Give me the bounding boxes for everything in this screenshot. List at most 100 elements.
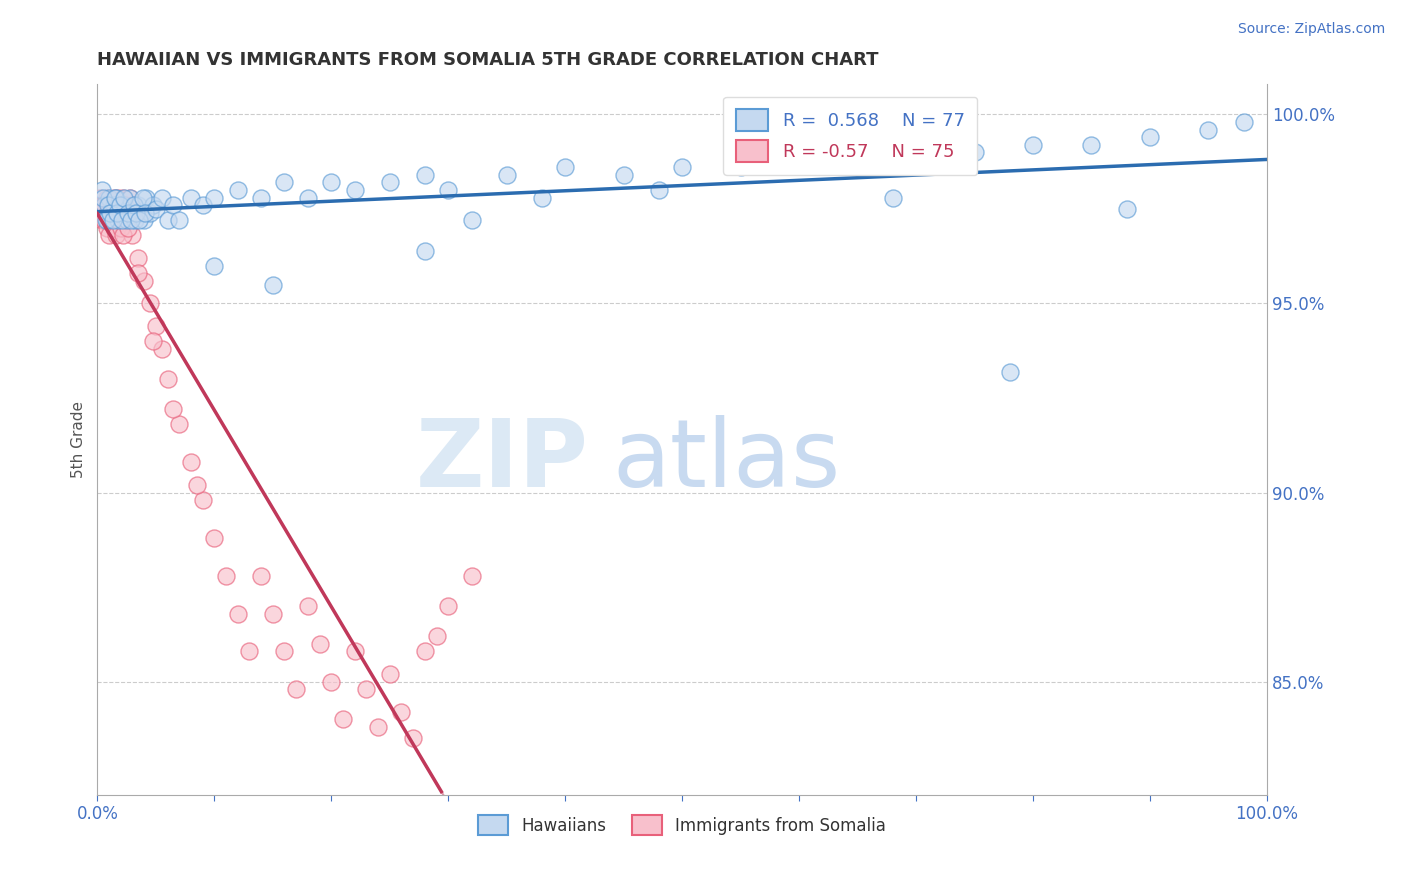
Point <box>93 198 115 212</box>
Point <box>202 259 225 273</box>
Point <box>285 682 308 697</box>
Point <box>93 213 115 227</box>
Point <box>103 220 125 235</box>
Y-axis label: 5th Grade: 5th Grade <box>72 401 86 478</box>
Point <box>132 190 155 204</box>
Point <box>356 682 378 697</box>
Point <box>103 190 125 204</box>
Point <box>1197 122 1219 136</box>
Point <box>107 198 129 212</box>
Point <box>905 145 928 160</box>
Point <box>122 198 145 212</box>
Point <box>1232 115 1254 129</box>
Point <box>191 198 214 212</box>
Point <box>101 213 124 227</box>
Point <box>110 205 132 219</box>
Point <box>105 213 128 227</box>
Point <box>100 213 122 227</box>
Point <box>437 183 460 197</box>
Point <box>162 198 184 212</box>
Point <box>139 205 162 219</box>
Point <box>308 637 330 651</box>
Point <box>112 213 135 227</box>
Point <box>117 205 139 219</box>
Point <box>124 213 146 227</box>
Point <box>89 205 111 219</box>
Point <box>120 213 142 227</box>
Point <box>156 372 179 386</box>
Point <box>332 713 354 727</box>
Point <box>121 228 143 243</box>
Point <box>111 213 134 227</box>
Point <box>297 599 319 613</box>
Point <box>91 190 114 204</box>
Point <box>112 198 135 212</box>
Point <box>413 644 436 658</box>
Point <box>250 190 273 204</box>
Point <box>321 674 343 689</box>
Point <box>238 644 260 658</box>
Point <box>460 213 482 227</box>
Point <box>114 198 136 212</box>
Point <box>882 190 904 204</box>
Point <box>93 205 115 219</box>
Point <box>100 205 122 219</box>
Point <box>104 190 127 204</box>
Legend: R =  0.568    N = 77, R = -0.57    N = 75: R = 0.568 N = 77, R = -0.57 N = 75 <box>723 96 977 175</box>
Point <box>112 190 135 204</box>
Point <box>425 629 447 643</box>
Point <box>262 277 284 292</box>
Point <box>180 190 202 204</box>
Point <box>671 161 693 175</box>
Point <box>114 213 136 227</box>
Point <box>107 190 129 204</box>
Point <box>96 190 118 204</box>
Point <box>167 417 190 432</box>
Point <box>127 266 149 280</box>
Point <box>121 205 143 219</box>
Point <box>963 145 986 160</box>
Point <box>98 228 121 243</box>
Point <box>134 205 156 219</box>
Point <box>100 205 122 219</box>
Point <box>150 190 173 204</box>
Text: atlas: atlas <box>612 415 841 507</box>
Point <box>460 568 482 582</box>
Point <box>226 183 249 197</box>
Point <box>100 198 122 212</box>
Point <box>215 568 238 582</box>
Point <box>495 168 517 182</box>
Point <box>135 190 157 204</box>
Point <box>107 213 129 227</box>
Point <box>787 153 810 167</box>
Point <box>120 190 142 204</box>
Point <box>191 493 214 508</box>
Point <box>554 161 576 175</box>
Text: HAWAIIAN VS IMMIGRANTS FROM SOMALIA 5TH GRADE CORRELATION CHART: HAWAIIAN VS IMMIGRANTS FROM SOMALIA 5TH … <box>97 51 879 69</box>
Point <box>91 198 114 212</box>
Point <box>297 190 319 204</box>
Point <box>226 607 249 621</box>
Point <box>110 205 132 219</box>
Point <box>250 568 273 582</box>
Point <box>115 213 138 227</box>
Point <box>180 455 202 469</box>
Point <box>162 402 184 417</box>
Point <box>97 198 120 212</box>
Point <box>262 607 284 621</box>
Point <box>121 198 143 212</box>
Point <box>1022 137 1045 152</box>
Point <box>110 220 132 235</box>
Point <box>142 334 165 349</box>
Point <box>413 168 436 182</box>
Point <box>96 220 118 235</box>
Point <box>108 198 131 212</box>
Point <box>103 198 125 212</box>
Point <box>846 153 869 167</box>
Point <box>117 220 139 235</box>
Point <box>98 205 121 219</box>
Point <box>167 213 190 227</box>
Point <box>112 228 135 243</box>
Point <box>127 198 149 212</box>
Point <box>391 705 413 719</box>
